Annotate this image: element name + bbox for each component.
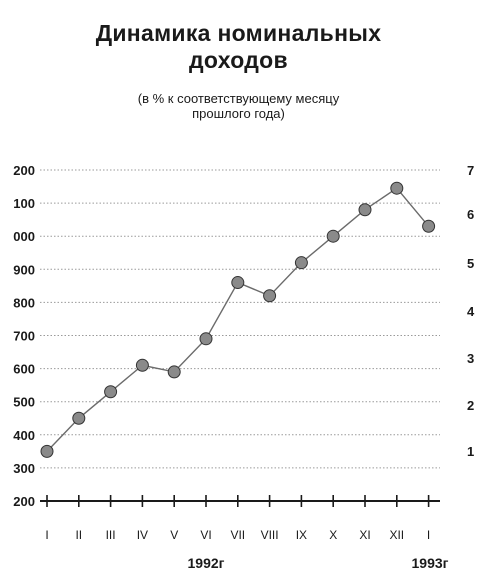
right-tick-label: 4 bbox=[467, 304, 475, 319]
chart-title-line-1: Динамика номинальных bbox=[95, 20, 382, 46]
gridlines bbox=[40, 169, 440, 469]
left-tick-label: 500 bbox=[13, 395, 35, 410]
x-tick-label: X bbox=[329, 528, 337, 542]
x-tick-label: I bbox=[427, 528, 430, 542]
year-labels: 1992г 1993г bbox=[188, 555, 449, 570]
year-label: 1993г bbox=[412, 555, 449, 570]
data-point bbox=[199, 332, 213, 346]
x-tick-label: VIII bbox=[261, 528, 279, 542]
data-point bbox=[422, 219, 436, 233]
data-point bbox=[167, 365, 181, 379]
x-tick-label: II bbox=[75, 528, 82, 542]
chart-subtitle: (в % к соответствующему месяцу прошлого … bbox=[0, 91, 477, 121]
left-tick-label: 900 bbox=[13, 262, 35, 277]
series-income bbox=[40, 181, 436, 458]
left-tick-label: 000 bbox=[13, 229, 35, 244]
x-tick-label: V bbox=[170, 528, 178, 542]
left-tick-label: 600 bbox=[13, 362, 35, 377]
chart-title-line-2: доходов bbox=[189, 47, 288, 73]
x-tick-label: XII bbox=[389, 528, 404, 542]
series-line bbox=[46, 187, 430, 452]
axes bbox=[40, 495, 440, 507]
left-axis-tick-labels: 200 300 400 500 600 700 800 900 000 100 200 bbox=[13, 163, 35, 509]
right-tick-label: 2 bbox=[467, 398, 474, 413]
left-tick-label: 200 bbox=[13, 163, 35, 178]
left-tick-label: 300 bbox=[13, 461, 35, 476]
x-tick-label: VII bbox=[230, 528, 245, 542]
x-tick-label: III bbox=[106, 528, 116, 542]
data-point bbox=[72, 411, 86, 425]
x-tick-label: I bbox=[45, 528, 48, 542]
data-point bbox=[231, 276, 245, 290]
left-tick-label: 200 bbox=[13, 494, 35, 509]
left-tick-label: 700 bbox=[13, 329, 35, 344]
x-axis-tick-labels: I II III IV V VI VII VIII IX X XI XII I bbox=[45, 528, 430, 542]
data-point bbox=[294, 256, 308, 270]
right-tick-label: 5 bbox=[467, 256, 474, 271]
data-point bbox=[40, 444, 54, 458]
x-tick-label: XI bbox=[359, 528, 370, 542]
right-tick-label: 7 bbox=[467, 163, 474, 178]
data-point bbox=[135, 358, 149, 372]
data-point bbox=[104, 385, 118, 399]
right-axis-tick-labels: 1 2 3 4 5 6 7 bbox=[467, 163, 475, 459]
right-tick-label: 1 bbox=[467, 444, 474, 459]
data-point bbox=[358, 203, 372, 217]
data-point bbox=[263, 289, 277, 303]
right-tick-label: 6 bbox=[467, 207, 474, 222]
chart-subtitle-line-2: прошлого года) bbox=[192, 106, 285, 121]
data-point bbox=[390, 181, 404, 195]
chart-subtitle-line-1: (в % к соответствующему месяцу bbox=[137, 91, 340, 106]
right-tick-label: 3 bbox=[467, 351, 474, 366]
x-tick-label: IX bbox=[296, 528, 307, 542]
x-tick-label: IV bbox=[137, 528, 148, 542]
left-tick-label: 400 bbox=[13, 428, 35, 443]
data-point bbox=[326, 229, 340, 243]
chart-title: Динамика номинальных доходов bbox=[0, 20, 477, 74]
left-tick-label: 100 bbox=[13, 196, 35, 211]
left-tick-label: 800 bbox=[13, 295, 35, 310]
x-tick-label: VI bbox=[200, 528, 211, 542]
year-label: 1992г bbox=[188, 555, 225, 570]
